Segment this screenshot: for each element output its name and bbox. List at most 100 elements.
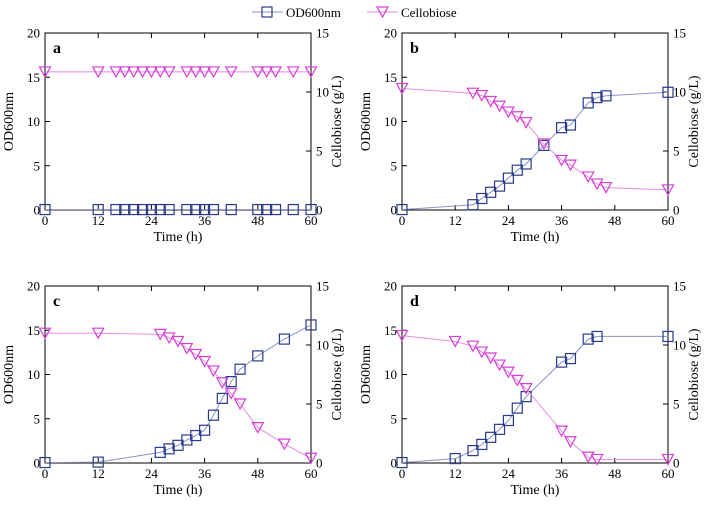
x-tick-label: 12 xyxy=(92,213,105,228)
y-left-tick-label: 0 xyxy=(34,203,41,218)
y-left-tick-label: 5 xyxy=(391,411,398,426)
cellobiose-point xyxy=(180,66,194,79)
y-left-tick-label: 0 xyxy=(391,456,398,471)
cellobiose-point xyxy=(38,327,52,340)
y-right-tick-label: 10 xyxy=(673,85,686,100)
od600nm-point xyxy=(207,409,220,421)
od600nm-point xyxy=(252,203,264,216)
x-tick-label: 60 xyxy=(662,213,675,228)
series-line xyxy=(401,88,669,191)
od600nm-point xyxy=(305,319,317,331)
y-left-tick-label: 20 xyxy=(27,26,40,41)
y-right-tick-label: 15 xyxy=(673,26,686,41)
y-right-tick-label: 0 xyxy=(673,203,680,218)
y-left-tick-label: 15 xyxy=(27,70,40,85)
od600nm-point xyxy=(234,363,246,375)
od600nm-point xyxy=(493,423,506,435)
cellobiose-point xyxy=(162,332,176,345)
y-left-tick-label: 5 xyxy=(34,411,41,426)
cellobiose-point xyxy=(224,66,238,79)
od600nm-point xyxy=(199,424,211,436)
y-right-axis-title: Cellobiose (g/L) xyxy=(330,75,345,167)
series-cellobiose xyxy=(38,327,318,465)
y-left-tick-label: 5 xyxy=(391,158,398,173)
cellobiose-point xyxy=(484,352,498,365)
cellobiose-point xyxy=(563,159,577,172)
od600nm-point xyxy=(467,445,479,457)
cellobiose-point xyxy=(661,453,675,466)
od600nm-point xyxy=(449,452,461,465)
cellobiose-point xyxy=(189,348,203,361)
od600nm-point xyxy=(476,192,488,205)
od600nm-point xyxy=(252,350,264,362)
cellobiose-point xyxy=(448,335,462,348)
cellobiose-point xyxy=(180,342,194,355)
x-tick-label: 36 xyxy=(555,213,569,228)
od600nm-point xyxy=(154,203,166,216)
od600nm-point xyxy=(555,122,568,134)
od600nm-point xyxy=(216,392,228,404)
cellobiose-point xyxy=(395,329,409,342)
y-right-axis-title: Cellobiose (g/L) xyxy=(687,75,702,167)
y-left-tick-label: 15 xyxy=(27,323,40,338)
y-right-tick-label: 0 xyxy=(316,203,323,218)
x-tick-label: 12 xyxy=(449,466,462,481)
cellobiose-point xyxy=(224,387,238,400)
x-tick-label: 48 xyxy=(251,466,264,481)
cellobiose-point xyxy=(118,66,132,79)
od600nm-point xyxy=(154,446,166,458)
y-right-tick-label: 10 xyxy=(673,338,686,353)
od600nm-point xyxy=(39,203,51,216)
x-tick-label: 36 xyxy=(555,466,569,481)
series-line xyxy=(401,335,668,464)
cellobiose-point xyxy=(493,100,507,113)
x-axis-title: Time (h) xyxy=(511,230,560,245)
od600nm-point xyxy=(199,203,211,216)
legend: OD600nm Cellobiose xyxy=(252,5,457,20)
y-right-tick-label: 10 xyxy=(316,85,329,100)
y-left-axis-title: OD600nm xyxy=(2,345,17,404)
od600nm-point xyxy=(396,203,408,216)
y-right-tick-label: 0 xyxy=(673,456,680,471)
od600nm-point xyxy=(110,203,122,216)
cellobiose-point xyxy=(555,425,569,438)
y-left-tick-label: 20 xyxy=(27,279,40,294)
od600nm-point xyxy=(163,203,175,216)
cellobiose-point xyxy=(519,117,533,129)
x-tick-label: 48 xyxy=(608,466,621,481)
x-tick-label: 60 xyxy=(305,213,318,228)
cellobiose-point xyxy=(304,452,318,465)
x-tick-label: 0 xyxy=(42,213,49,228)
y-right-tick-label: 15 xyxy=(673,279,686,294)
cellobiose-point xyxy=(127,66,141,79)
od600nm-point xyxy=(520,158,532,170)
od600nm-point xyxy=(128,203,140,216)
x-tick-label: 24 xyxy=(502,466,516,481)
od600nm-point xyxy=(225,203,237,216)
od600nm-point xyxy=(305,203,317,216)
plot-frame xyxy=(401,285,669,464)
legend-od-label: OD600nm xyxy=(286,5,341,20)
x-tick-label: 36 xyxy=(198,213,212,228)
od600nm-point xyxy=(92,456,104,468)
od600nm-point xyxy=(591,92,603,104)
y-left-axis-title: OD600nm xyxy=(359,92,374,151)
y-left-tick-label: 0 xyxy=(34,456,41,471)
od600nm-point xyxy=(145,203,157,216)
cellobiose-point xyxy=(563,436,577,449)
cellobiose-point xyxy=(162,66,176,79)
od600nm-point xyxy=(538,139,550,151)
cellobiose-point xyxy=(501,366,515,379)
cellobiose-point xyxy=(599,181,613,194)
y-right-tick-label: 10 xyxy=(316,338,329,353)
series-cellobiose xyxy=(395,329,675,466)
x-tick-label: 12 xyxy=(92,466,105,481)
cellobiose-point xyxy=(590,453,604,466)
cellobiose-point xyxy=(395,82,409,95)
od600nm-point xyxy=(662,330,674,343)
y-right-tick-label: 5 xyxy=(673,144,680,159)
od600nm-point xyxy=(476,438,488,451)
cellobiose-point xyxy=(581,171,595,184)
cellobiose-point xyxy=(581,451,595,464)
